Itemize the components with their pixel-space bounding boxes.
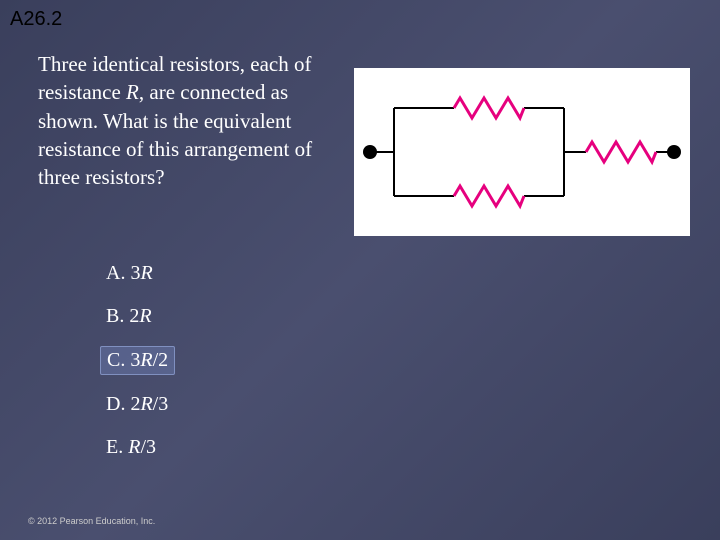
slide-number: A26.2	[10, 8, 62, 31]
resistor-top	[454, 98, 524, 118]
option-d-suffix: /3	[153, 393, 169, 415]
resistor-bottom	[454, 186, 524, 206]
option-c-var: R	[140, 349, 152, 371]
resistor-series	[586, 142, 656, 162]
option-b-var: R	[139, 305, 151, 327]
option-c: C. 3R/2	[100, 346, 175, 375]
option-e: E. R/3	[100, 434, 175, 461]
option-a-prefix: A. 3	[106, 262, 140, 284]
option-a-var: R	[140, 262, 152, 284]
option-d-prefix: D. 2	[106, 393, 140, 415]
option-b: B. 2R	[100, 303, 175, 330]
circuit-diagram	[354, 68, 690, 236]
option-c-prefix: C. 3	[107, 349, 140, 371]
option-b-prefix: B. 2	[106, 305, 139, 327]
question-variable: R	[126, 80, 139, 104]
question-text: Three identical resistors, each of resis…	[38, 50, 338, 192]
option-c-suffix: /2	[153, 349, 169, 371]
option-d: D. 2R/3	[100, 391, 175, 418]
copyright-text: © 2012 Pearson Education, Inc.	[28, 516, 155, 526]
option-e-var: R	[128, 436, 140, 458]
option-e-prefix: E.	[106, 436, 128, 458]
option-d-var: R	[140, 393, 152, 415]
option-a: A. 3R	[100, 260, 175, 287]
answer-options: A. 3R B. 2R C. 3R/2 D. 2R/3 E. R/3	[100, 260, 175, 477]
option-e-suffix: /3	[140, 436, 156, 458]
